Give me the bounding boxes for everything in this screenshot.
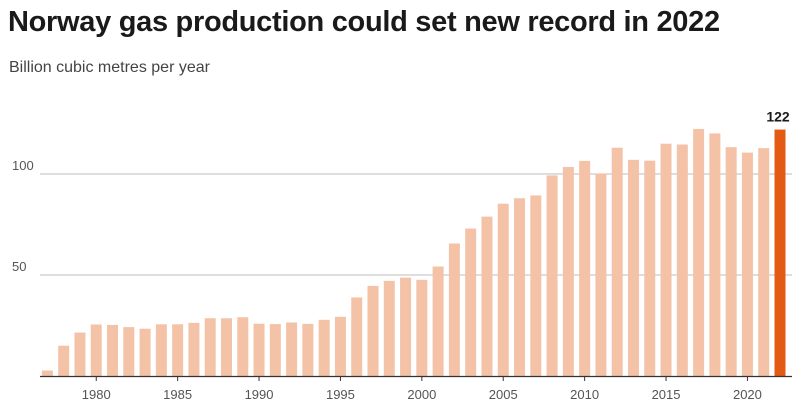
x-tick-label-1995: 1995 (326, 387, 355, 402)
bar-1994 (318, 319, 330, 376)
bar-1984 (155, 324, 167, 376)
bar-2012 (611, 147, 623, 376)
chart-subtitle: Billion cubic metres per year (9, 59, 210, 76)
bar-1993 (302, 323, 314, 376)
x-tick-label-1980: 1980 (82, 387, 111, 402)
bar-1978 (58, 345, 70, 376)
bar-1985 (172, 324, 184, 376)
bar-2010 (579, 160, 591, 376)
bar-1983 (139, 328, 151, 376)
bar-1980 (90, 324, 102, 376)
chart-title: Norway gas production could set new reco… (8, 6, 720, 38)
bar-2001 (432, 266, 444, 376)
bar-1979 (74, 332, 86, 376)
bar-2015 (660, 143, 672, 376)
data-label-2022: 122 (766, 109, 790, 125)
axes (40, 375, 792, 381)
bar-1988 (220, 318, 232, 376)
x-tick-label-2010: 2010 (570, 387, 599, 402)
bar-2002 (448, 243, 460, 376)
bar-2018 (709, 133, 721, 376)
bar-2017 (693, 128, 705, 376)
bar-2014 (644, 160, 656, 376)
bar-1999 (400, 277, 412, 376)
bar-2022 (774, 129, 786, 376)
bar-1990 (253, 323, 265, 376)
bar-2003 (465, 228, 477, 376)
bar-1992 (286, 322, 298, 376)
bar-2020 (741, 152, 753, 376)
bar-2013 (627, 159, 639, 376)
bar-2016 (676, 144, 688, 376)
bar-2009 (562, 166, 574, 376)
bar-1995 (334, 316, 346, 376)
x-tick-label-1990: 1990 (245, 387, 274, 402)
bar-2008 (546, 175, 558, 376)
x-tick-label-2005: 2005 (489, 387, 518, 402)
x-tick-label-1985: 1985 (163, 387, 192, 402)
bar-2021 (758, 148, 770, 376)
bar-2000 (416, 279, 428, 376)
bar-2006 (514, 198, 526, 376)
bar-1989 (237, 317, 249, 376)
bar-2011 (595, 173, 607, 376)
bar-1977 (41, 370, 53, 376)
y-tick-label-50: 50 (12, 259, 26, 274)
x-tick-label-2015: 2015 (652, 387, 681, 402)
x-tick-label-2000: 2000 (407, 387, 436, 402)
bar-1996 (351, 297, 363, 376)
bar-1987 (204, 318, 216, 376)
bar-2019 (725, 147, 737, 376)
bars (41, 128, 786, 376)
bar-2005 (497, 203, 509, 376)
labels: 50 100 1980 1985 1990 1995 2000 2005 2010 2015 202… (12, 109, 790, 402)
y-tick-label-100: 100 (12, 158, 34, 173)
bar-1982 (123, 327, 135, 376)
bar-2004 (481, 216, 493, 376)
bar-1981 (107, 324, 119, 376)
bar-1998 (383, 280, 395, 376)
bar-1991 (269, 324, 281, 376)
bar-1986 (188, 322, 200, 376)
bar-2007 (530, 195, 542, 376)
bar-1997 (367, 285, 379, 376)
x-tick-label-2020: 2020 (733, 387, 762, 402)
